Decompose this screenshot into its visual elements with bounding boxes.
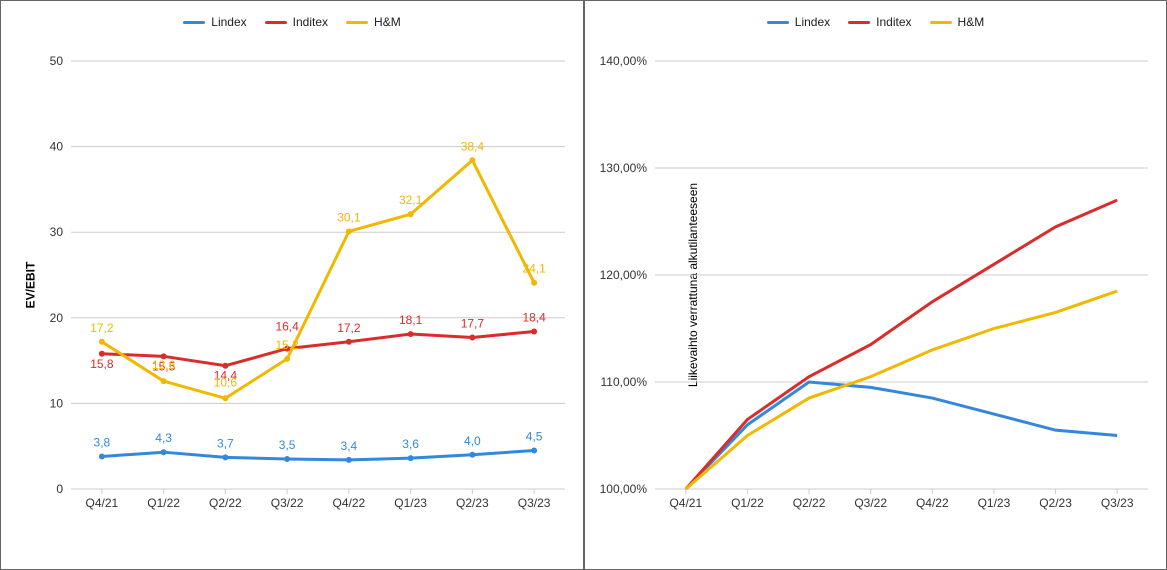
legend-label: Lindex xyxy=(795,15,830,29)
svg-text:3,8: 3,8 xyxy=(94,435,111,449)
svg-text:130,00%: 130,00% xyxy=(600,161,648,175)
svg-text:17,7: 17,7 xyxy=(461,316,485,330)
svg-text:3,4: 3,4 xyxy=(341,439,358,453)
svg-text:Q1/23: Q1/23 xyxy=(978,496,1011,510)
left-panel: Lindex Inditex H&M EV/EBIT 0 10 20 30 40 50 Q4… xyxy=(0,0,584,570)
legend-left: Lindex Inditex H&M xyxy=(1,1,583,29)
svg-text:Q2/22: Q2/22 xyxy=(209,496,242,510)
svg-text:0: 0 xyxy=(56,482,63,496)
svg-text:10,6: 10,6 xyxy=(214,375,238,389)
right-panel: Lindex Inditex H&M Liikevaihto verrattun… xyxy=(584,0,1167,570)
plot-area-left: 01020304050Q4/21Q1/22Q2/22Q3/22Q4/22Q1/2… xyxy=(71,46,565,514)
svg-text:16,4: 16,4 xyxy=(275,320,299,334)
legend-item-lindex: Lindex xyxy=(767,15,830,29)
svg-text:10: 10 xyxy=(50,396,64,410)
legend-label: Inditex xyxy=(876,15,911,29)
legend-swatch-inditex xyxy=(848,21,870,24)
svg-text:32,1: 32,1 xyxy=(399,193,423,207)
legend-item-inditex: Inditex xyxy=(265,15,328,29)
svg-text:Q2/23: Q2/23 xyxy=(1039,496,1072,510)
svg-text:140,00%: 140,00% xyxy=(600,54,648,68)
svg-text:17,2: 17,2 xyxy=(90,321,114,335)
svg-text:Q4/21: Q4/21 xyxy=(669,496,702,510)
legend-label: H&M xyxy=(374,15,401,29)
svg-text:50: 50 xyxy=(50,54,64,68)
svg-text:18,1: 18,1 xyxy=(399,313,423,327)
svg-text:3,6: 3,6 xyxy=(402,437,419,451)
legend-label: Inditex xyxy=(293,15,328,29)
svg-text:30,1: 30,1 xyxy=(337,210,361,224)
svg-text:4,0: 4,0 xyxy=(464,434,481,448)
svg-text:17,2: 17,2 xyxy=(337,321,361,335)
svg-text:40: 40 xyxy=(50,140,64,154)
svg-text:4,3: 4,3 xyxy=(155,431,172,445)
svg-text:Q3/22: Q3/22 xyxy=(271,496,304,510)
line-chart-evebit: 01020304050Q4/21Q1/22Q2/22Q3/22Q4/22Q1/2… xyxy=(71,46,565,514)
svg-text:30: 30 xyxy=(50,225,64,239)
svg-text:Q1/22: Q1/22 xyxy=(147,496,180,510)
svg-text:Q4/21: Q4/21 xyxy=(86,496,119,510)
svg-text:15,8: 15,8 xyxy=(90,357,114,371)
svg-text:Q1/23: Q1/23 xyxy=(394,496,427,510)
legend-swatch-lindex xyxy=(183,21,205,24)
svg-text:12,6: 12,6 xyxy=(152,358,176,372)
legend-label: H&M xyxy=(958,15,985,29)
plot-area-right: 100,00%110,00%120,00%130,00%140,00%Q4/21… xyxy=(655,46,1148,514)
svg-text:Q3/23: Q3/23 xyxy=(518,496,551,510)
svg-text:Q4/22: Q4/22 xyxy=(916,496,949,510)
legend-swatch-inditex xyxy=(265,21,287,24)
svg-text:Q3/23: Q3/23 xyxy=(1101,496,1134,510)
svg-text:Q2/23: Q2/23 xyxy=(456,496,489,510)
legend-swatch-hm xyxy=(346,21,368,24)
legend-item-hm: H&M xyxy=(930,15,985,29)
legend-item-inditex: Inditex xyxy=(848,15,911,29)
legend-label: Lindex xyxy=(211,15,246,29)
svg-text:24,1: 24,1 xyxy=(522,262,546,276)
svg-text:4,5: 4,5 xyxy=(526,429,543,443)
dashboard: Lindex Inditex H&M EV/EBIT 0 10 20 30 40 50 Q4… xyxy=(0,0,1167,570)
svg-text:110,00%: 110,00% xyxy=(601,375,648,389)
legend-swatch-hm xyxy=(930,21,952,24)
svg-text:15,2: 15,2 xyxy=(275,338,299,352)
y-axis-label-left: EV/EBIT xyxy=(23,262,37,309)
svg-text:3,7: 3,7 xyxy=(217,436,234,450)
svg-text:100,00%: 100,00% xyxy=(600,482,648,496)
svg-text:38,4: 38,4 xyxy=(461,139,485,153)
legend-right: Lindex Inditex H&M xyxy=(585,1,1166,29)
svg-text:18,4: 18,4 xyxy=(522,310,546,324)
svg-text:120,00%: 120,00% xyxy=(600,268,648,282)
line-chart-revenue-index: 100,00%110,00%120,00%130,00%140,00%Q4/21… xyxy=(655,46,1148,514)
svg-text:Q3/22: Q3/22 xyxy=(854,496,887,510)
legend-item-lindex: Lindex xyxy=(183,15,246,29)
svg-text:20: 20 xyxy=(50,311,64,325)
legend-item-hm: H&M xyxy=(346,15,401,29)
svg-text:3,5: 3,5 xyxy=(279,438,296,452)
svg-text:Q2/22: Q2/22 xyxy=(793,496,826,510)
legend-swatch-lindex xyxy=(767,21,789,24)
svg-text:Q1/22: Q1/22 xyxy=(731,496,764,510)
svg-text:Q4/22: Q4/22 xyxy=(333,496,366,510)
